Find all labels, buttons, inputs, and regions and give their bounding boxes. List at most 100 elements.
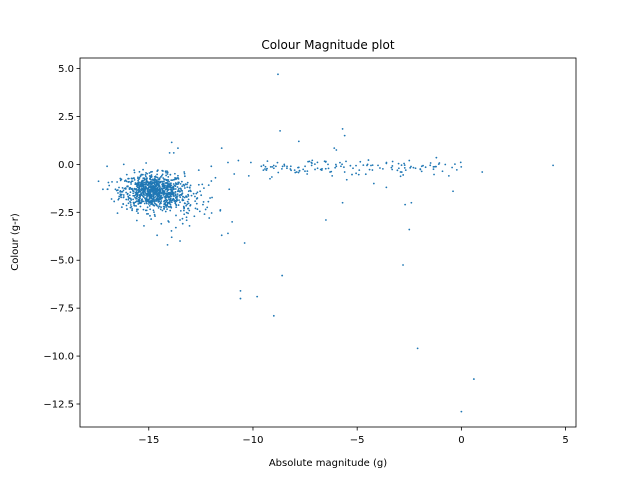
scatter-point [397, 162, 400, 165]
scatter-point [159, 202, 162, 204]
chart-title: Colour Magnitude plot [261, 38, 394, 52]
scatter-point [186, 183, 188, 186]
scatter-point [199, 190, 202, 193]
scatter-point [174, 182, 177, 184]
scatter-point [153, 193, 155, 195]
scatter-point [195, 192, 198, 195]
scatter-point [391, 168, 394, 171]
scatter-point [155, 203, 158, 206]
scatter-point [183, 171, 186, 173]
scatter-point [97, 180, 100, 183]
scatter-point [399, 175, 402, 178]
scatter-point [121, 190, 124, 193]
scatter-point [367, 159, 370, 161]
scatter-point [368, 168, 371, 171]
scatter-point [166, 244, 169, 246]
scatter-point [127, 181, 130, 183]
scatter-point [264, 165, 267, 168]
scatter-point [352, 167, 354, 170]
scatter-point [123, 187, 126, 190]
scatter-point [176, 195, 179, 198]
scatter-point [307, 160, 309, 163]
scatter-point [165, 206, 168, 208]
x-tick-label: 0 [458, 435, 464, 446]
scatter-point [133, 204, 136, 207]
scatter-point [172, 193, 175, 196]
scatter-point [283, 164, 286, 167]
scatter-point [154, 196, 157, 198]
scatter-point [174, 178, 176, 181]
scatter-point [177, 182, 180, 185]
scatter-point [433, 165, 436, 168]
scatter-point [146, 189, 149, 191]
scatter-point [144, 190, 146, 193]
scatter-point [197, 183, 200, 186]
scatter-point [133, 171, 136, 174]
scatter-point [107, 181, 110, 184]
scatter-point [400, 171, 403, 173]
scatter-point [125, 204, 128, 207]
scatter-point [172, 191, 175, 194]
scatter-point [160, 222, 163, 225]
scatter-point [237, 159, 240, 162]
scatter-point [164, 204, 167, 207]
scatter-point [187, 207, 189, 210]
scatter-point [206, 206, 209, 209]
scatter-point [281, 165, 284, 168]
scatter-point [147, 203, 150, 205]
scatter-point [188, 209, 191, 212]
scatter-point [311, 159, 314, 162]
scatter-point [125, 191, 128, 194]
scatter-point [155, 183, 158, 186]
scatter-point [152, 187, 155, 190]
scatter-point [403, 164, 406, 167]
scatter-point [410, 201, 413, 204]
scatter-point [201, 183, 204, 186]
scatter-point [227, 232, 229, 235]
scatter-point [179, 219, 181, 221]
scatter-point [134, 196, 137, 199]
scatter-point [385, 161, 388, 164]
scatter-point [139, 182, 142, 184]
scatter-point [233, 173, 236, 175]
scatter-point [290, 169, 292, 172]
scatter-point [324, 161, 327, 163]
scatter-point [145, 213, 148, 215]
y-tick-label: 5.0 [58, 64, 74, 75]
scatter-point [166, 201, 169, 204]
scatter-point [177, 176, 179, 179]
scatter-point [121, 187, 124, 189]
scatter-point [187, 195, 190, 197]
scatter-point [132, 177, 135, 180]
scatter-point [210, 180, 213, 182]
scatter-point [231, 220, 234, 223]
scatter-point [194, 195, 196, 198]
scatter-point [129, 186, 132, 189]
scatter-point [157, 183, 160, 185]
scatter-point [306, 173, 309, 175]
scatter-point [460, 410, 463, 413]
scatter-point [141, 183, 144, 186]
scatter-point [325, 219, 327, 221]
scatter-point [165, 174, 168, 177]
scatter-point [165, 171, 167, 174]
scatter-point [130, 183, 132, 185]
scatter-point [280, 168, 283, 170]
scatter-point [178, 187, 180, 190]
scatter-point [168, 191, 171, 194]
scatter-point [146, 206, 149, 209]
scatter-point [249, 161, 252, 164]
scatter-point [183, 202, 186, 205]
scatter-point [149, 183, 152, 186]
scatter-point [552, 164, 554, 167]
scatter-point [172, 183, 175, 185]
scatter-point [271, 165, 274, 168]
scatter-point [313, 163, 316, 166]
scatter-point [163, 195, 166, 198]
scatter-point [159, 198, 162, 201]
scatter-point [219, 209, 222, 212]
scatter-point [116, 189, 119, 191]
scatter-point [211, 196, 213, 199]
x-tick-label: −15 [138, 435, 159, 446]
scatter-point [143, 179, 146, 181]
